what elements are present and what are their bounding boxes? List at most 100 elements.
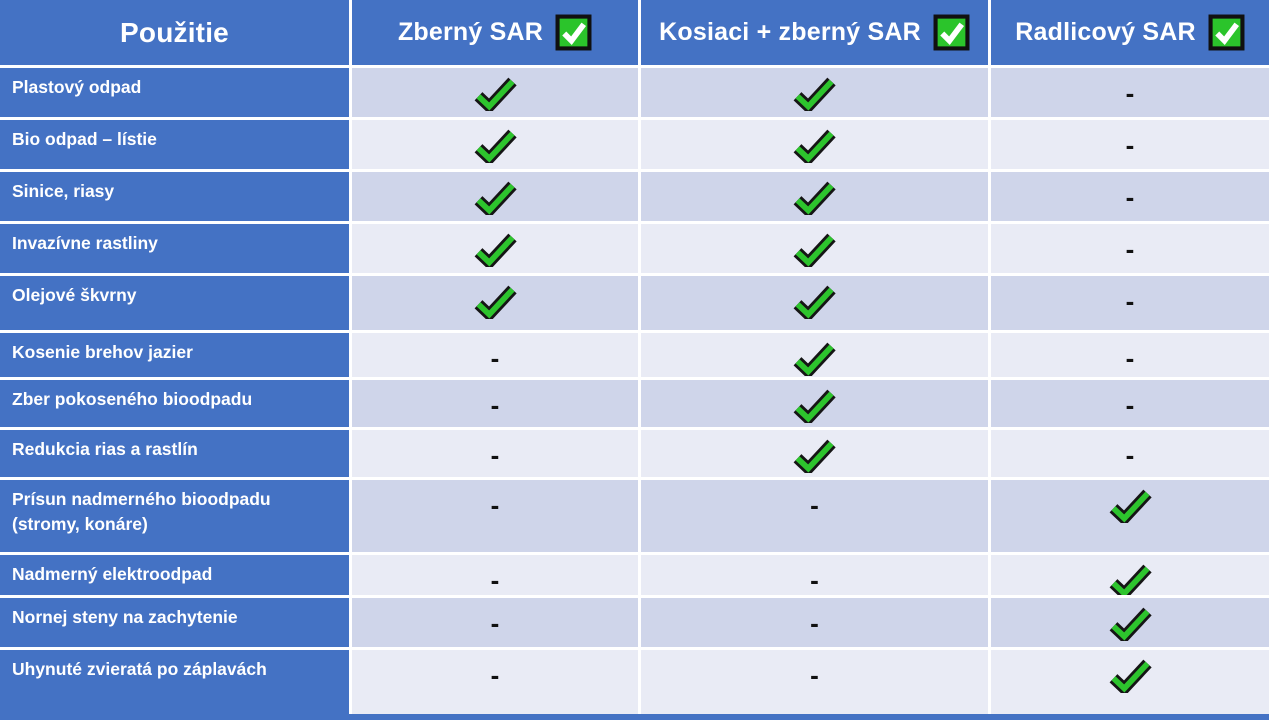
table-row: Kosenie brehov jazier - -	[0, 330, 1269, 377]
dash-mark: -	[1125, 440, 1135, 470]
dash-mark: -	[1125, 343, 1135, 373]
dash-mark: -	[1125, 130, 1135, 160]
table-row: Redukcia rias a rastlín - -	[0, 427, 1269, 477]
table-cell	[349, 172, 638, 221]
table-cell: -	[988, 172, 1269, 221]
table-cell: -	[988, 68, 1269, 117]
row-label: Invazívne rastliny	[12, 233, 158, 253]
dash-mark: -	[490, 660, 500, 690]
dash-mark: -	[490, 608, 500, 638]
row-label-cell: Olejové škvrny	[0, 276, 349, 330]
row-label: Nadmerný elektroodpad	[12, 564, 213, 584]
table-cell: -	[349, 650, 638, 714]
table-cell: -	[988, 333, 1269, 377]
checked-checkbox-icon	[555, 14, 592, 51]
table-row: Uhynuté zvieratá po záplavách - -	[0, 647, 1269, 714]
check-icon	[793, 129, 836, 163]
table-cell	[638, 224, 988, 273]
row-label: Uhynuté zvieratá po záplavách	[12, 659, 267, 679]
table-cell: -	[638, 598, 988, 647]
check-icon	[1109, 659, 1152, 693]
check-icon	[474, 285, 517, 319]
check-icon	[1109, 564, 1152, 598]
check-icon	[1109, 489, 1152, 523]
row-label: Bio odpad – lístie	[12, 129, 157, 149]
header-label: Radlicový SAR	[1015, 18, 1196, 46]
header-cell-zberny-sar: Zberný SAR	[349, 0, 638, 65]
table-row: Bio odpad – lístie -	[0, 117, 1269, 169]
header-cell-usage: Použitie	[0, 0, 349, 65]
table-cell: -	[638, 650, 988, 714]
dash-mark: -	[1125, 234, 1135, 264]
row-label-cell: Zber pokoseného bioodpadu	[0, 380, 349, 427]
table-cell	[349, 276, 638, 330]
row-label-cell: Kosenie brehov jazier	[0, 333, 349, 377]
check-icon	[793, 439, 836, 473]
dash-mark: -	[810, 660, 819, 690]
checked-checkbox-icon	[933, 14, 970, 51]
header-label: Kosiaci + zberný SAR	[659, 18, 921, 46]
row-label: Plastový odpad	[12, 77, 142, 97]
check-icon	[474, 181, 517, 215]
row-label-cell: Plastový odpad	[0, 68, 349, 117]
table-cell: -	[988, 224, 1269, 273]
check-icon	[793, 181, 836, 215]
table-cell: -	[349, 333, 638, 377]
table-cell	[638, 430, 988, 477]
header-cell-radlicovy-sar: Radlicový SAR	[988, 0, 1269, 65]
table-cell	[988, 650, 1269, 714]
check-icon	[793, 389, 836, 423]
table-row: Nadmerný elektroodpad - -	[0, 552, 1269, 599]
table-row: Zber pokoseného bioodpadu - -	[0, 377, 1269, 427]
table-cell: -	[988, 276, 1269, 330]
table-cell: -	[349, 430, 638, 477]
check-icon	[474, 129, 517, 163]
row-label-cell: Prísun nadmerného bioodpadu (stromy, kon…	[0, 480, 349, 552]
check-icon	[474, 77, 517, 111]
dash-mark: -	[1125, 286, 1135, 316]
row-label: Redukcia rias a rastlín	[12, 439, 198, 459]
table-cell	[349, 224, 638, 273]
table-cell	[988, 598, 1269, 647]
table-row: Sinice, riasy -	[0, 169, 1269, 221]
row-label: Sinice, riasy	[12, 181, 115, 201]
table-cell	[638, 120, 988, 169]
table-row: Olejové škvrny -	[0, 273, 1269, 330]
header-cell-kosiaci-zberny-sar: Kosiaci + zberný SAR	[638, 0, 988, 65]
table-cell	[638, 68, 988, 117]
row-label-cell: Uhynuté zvieratá po záplavách	[0, 650, 349, 714]
row-label: Prísun nadmerného bioodpadu (stromy, kon…	[12, 489, 271, 534]
table-cell: -	[638, 480, 988, 552]
table-cell	[638, 276, 988, 330]
row-label: Zber pokoseného bioodpadu	[12, 389, 253, 409]
header-label-usage: Použitie	[120, 16, 229, 48]
table-cell	[638, 333, 988, 377]
table-cell	[638, 172, 988, 221]
dash-mark: -	[810, 490, 819, 520]
table-cell	[988, 555, 1269, 599]
table-cell: -	[988, 430, 1269, 477]
row-label-cell: Redukcia rias a rastlín	[0, 430, 349, 477]
dash-mark: -	[490, 390, 500, 420]
dash-mark: -	[490, 440, 500, 470]
table-row: Plastový odpad -	[0, 65, 1269, 117]
check-icon	[793, 342, 836, 376]
table-cell	[349, 120, 638, 169]
row-label-cell: Invazívne rastliny	[0, 224, 349, 273]
dash-mark: -	[1125, 78, 1135, 108]
table-header-row: Použitie Zberný SAR Kosiaci + zberný SAR…	[0, 0, 1269, 65]
table-cell: -	[349, 598, 638, 647]
dash-mark: -	[1125, 390, 1135, 420]
check-icon	[793, 285, 836, 319]
table-cell: -	[988, 120, 1269, 169]
table-cell	[638, 380, 988, 427]
dash-mark: -	[810, 565, 819, 595]
check-icon	[793, 77, 836, 111]
dash-mark: -	[810, 608, 819, 638]
check-icon	[1109, 607, 1152, 641]
table-cell: -	[638, 555, 988, 599]
row-label: Olejové škvrny	[12, 285, 137, 305]
check-icon	[793, 233, 836, 267]
checked-checkbox-icon	[1208, 14, 1245, 51]
